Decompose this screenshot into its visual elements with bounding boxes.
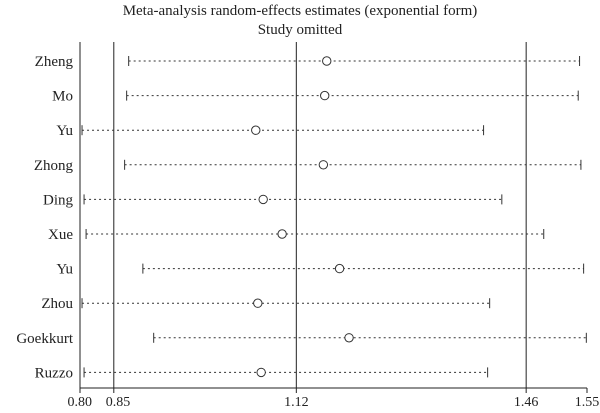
x-tick-label: 0.80	[68, 395, 93, 410]
study-label: Goekkurt	[16, 331, 73, 347]
x-tick-label: 1.12	[284, 395, 309, 410]
estimate-marker	[344, 333, 354, 343]
x-tick-label: 1.46	[514, 395, 539, 410]
estimate-markers	[251, 56, 354, 378]
estimate-marker	[251, 125, 261, 135]
plot-frame	[79, 42, 587, 389]
study-label: Zheng	[35, 54, 74, 70]
study-label: Zhou	[41, 296, 73, 312]
study-label: Zhong	[34, 158, 74, 174]
estimate-marker	[320, 90, 330, 101]
study-labels: Zheng Mo Yu Zhong Ding Xue Yu Zhou Goekkurt Ruzzo	[16, 54, 73, 381]
estimate-marker	[318, 160, 329, 170]
x-axis: 0.80 0.85 1.12 1.46 1.55	[68, 388, 600, 410]
estimate-marker	[256, 367, 266, 378]
confidence-intervals	[81, 56, 587, 378]
x-tick-label: 1.55	[575, 395, 600, 410]
estimate-marker	[253, 298, 263, 308]
estimate-marker	[258, 194, 268, 205]
x-tick-label: 0.85	[106, 395, 131, 410]
chart-title: Meta-analysis random-effects estimates (…	[122, 3, 478, 19]
study-label: Ding	[43, 192, 74, 208]
chart-subtitle: Study omitted	[257, 22, 343, 38]
reference-lines	[113, 42, 527, 388]
study-label: Yu	[56, 262, 73, 278]
estimate-marker	[322, 56, 332, 66]
study-label: Mo	[52, 89, 73, 105]
estimate-marker	[334, 263, 345, 274]
study-label: Xue	[48, 227, 73, 243]
study-label: Ruzzo	[35, 365, 73, 381]
study-label: Yu	[56, 123, 73, 139]
estimate-marker	[277, 229, 287, 239]
